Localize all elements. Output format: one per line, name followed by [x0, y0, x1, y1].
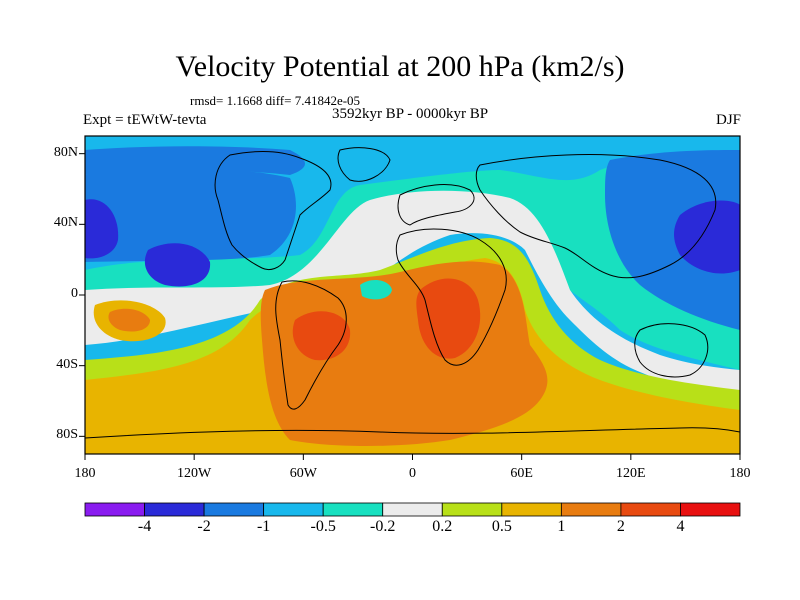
coast-greenland: [337, 147, 391, 182]
y-tick-label: 80N: [53, 144, 78, 160]
coast-australia: [634, 323, 709, 378]
map-title: Velocity Potential at 200 hPa (km2/s): [175, 50, 625, 83]
x-tick-label: 0: [409, 466, 416, 481]
period-label: 3592kyr BP - 0000kyr BP: [331, 106, 489, 122]
colorbar-box: [382, 502, 443, 517]
colorbar-label: 0.2: [432, 518, 453, 535]
colorbar-box: [144, 502, 205, 517]
field-region: [360, 279, 392, 300]
colorbar-label: 4: [676, 518, 685, 535]
field-region: [416, 278, 481, 359]
colorbar-box: [84, 502, 145, 517]
x-tick-label: 180: [74, 466, 96, 481]
x-tick-label: 60E: [510, 466, 533, 481]
field-region: [108, 308, 150, 332]
coast-asia: [475, 154, 717, 279]
colorbar-box: [263, 502, 324, 517]
x-tick-label: 60W: [289, 466, 317, 481]
field-region: [85, 190, 740, 400]
experiment-label: Expt = tEWtW-tevta: [83, 112, 207, 128]
colorbar-label: -0.2: [370, 518, 396, 535]
colorbar: [84, 502, 741, 517]
field-region: [85, 169, 296, 262]
colorbar-label: 0.5: [491, 518, 512, 535]
colorbar-label: -2: [197, 518, 211, 535]
coast-antarctica: [85, 427, 740, 439]
axis-ticks: [79, 153, 741, 460]
colorbar-box: [203, 502, 265, 517]
season-label: DJF: [715, 112, 741, 128]
field-region: [674, 200, 740, 274]
coast-north-america: [214, 151, 332, 271]
colorbar-label: -1: [256, 518, 271, 535]
x-tick-label: 120E: [616, 466, 646, 481]
colorbar-label: -0.5: [310, 518, 336, 535]
coastlines: [85, 147, 740, 439]
coast-africa: [395, 228, 507, 366]
colorbar-box: [680, 502, 741, 517]
field-region: [85, 146, 305, 175]
colorbar-label: -4: [137, 518, 152, 535]
x-tick-label: 120W: [177, 466, 212, 481]
colorbar-box: [322, 502, 384, 517]
velocity-potential-field: [85, 136, 740, 454]
stats-text: rmsd= 1.1668 diff= 7.41842e-05: [190, 93, 361, 108]
y-tick-label: 40S: [56, 356, 78, 372]
field-region: [605, 150, 740, 330]
colorbar-label: 1: [557, 518, 566, 535]
y-tick-label: 40N: [53, 215, 78, 231]
field-region: [85, 150, 740, 370]
colorbar-box: [560, 502, 622, 517]
y-tick-label: 80S: [56, 427, 78, 443]
field-region: [144, 243, 211, 287]
x-tick-label: 180: [729, 466, 751, 481]
coast-europe: [397, 184, 475, 226]
y-tick-label: 0: [71, 286, 78, 301]
colorbar-box: [501, 502, 562, 517]
coast-south-america: [275, 280, 347, 410]
colorbar-box: [441, 502, 503, 517]
colorbar-box: [620, 502, 681, 517]
colorbar-label: 2: [616, 518, 625, 535]
field-region: [85, 199, 119, 259]
